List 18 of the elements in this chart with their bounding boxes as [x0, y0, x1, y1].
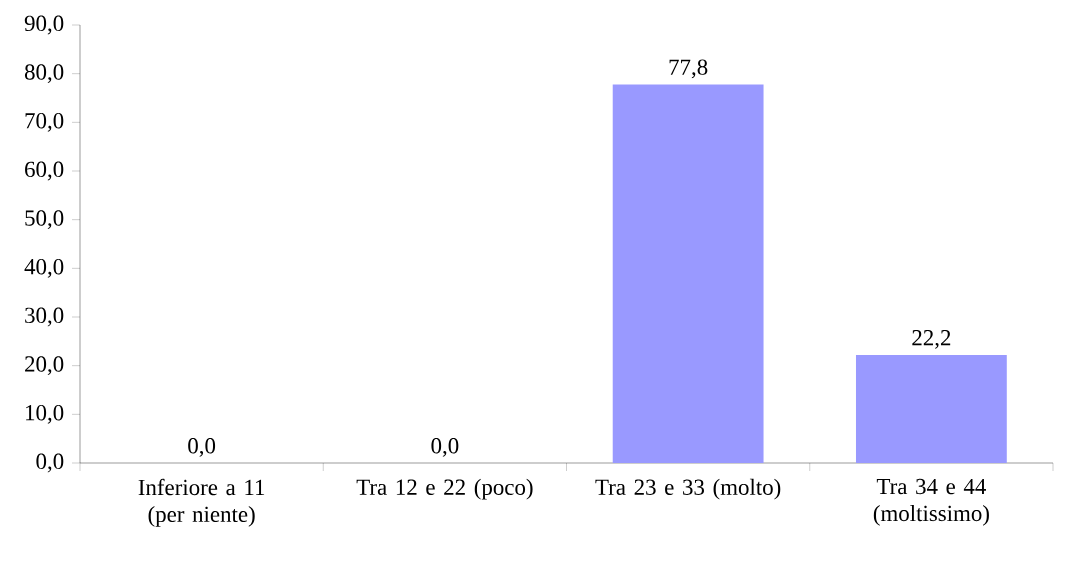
x-tick-label: Inferiore a 11 (per niente) [138, 478, 265, 527]
data-label: 22,2 [912, 330, 951, 349]
y-tick-label: 80,0 [24, 64, 64, 84]
x-tick-label: Tra 34 e 44 (moltissimo) [873, 478, 989, 526]
data-label: 77,8 [669, 59, 708, 79]
data-label: 0,0 [188, 438, 216, 457]
y-tick-label: 10,0 [26, 404, 64, 424]
x-tick-label: Tra 23 e 33 (molto) [595, 478, 781, 500]
y-tick-label: 40,0 [24, 258, 64, 278]
y-tick-label: 30,0 [25, 307, 64, 327]
y-tick-label: 20,0 [25, 356, 64, 376]
y-tick-label: 50,0 [25, 210, 64, 230]
data-label: 0,0 [431, 438, 459, 457]
y-tick-label: 0,0 [36, 453, 64, 473]
x-tick-label: Tra 12 e 22 (poco) [356, 478, 533, 500]
y-tick-label: 60,0 [25, 161, 64, 181]
y-tick-label: 70,0 [25, 112, 64, 132]
y-tick-label: 90,0 [24, 15, 64, 35]
